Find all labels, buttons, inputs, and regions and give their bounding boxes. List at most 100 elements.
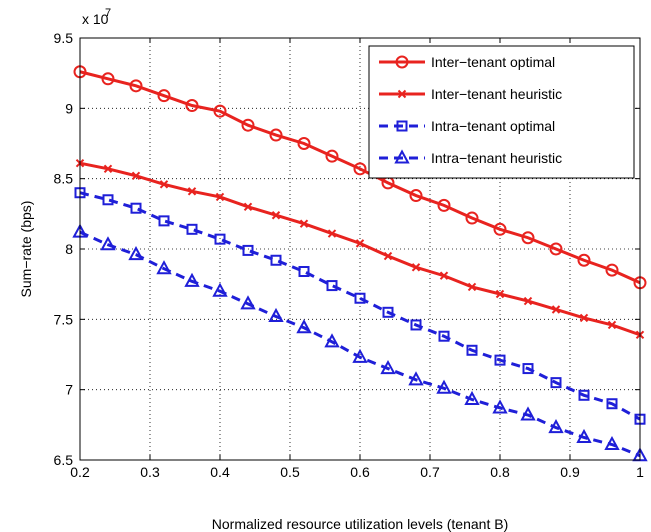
series-layer [72, 65, 648, 462]
legend: Inter−tenant optimal Inter−tenant heurist… [368, 45, 635, 179]
x-tick-label: 0.9 [560, 464, 580, 480]
data-point [296, 319, 312, 334]
data-point [101, 72, 115, 86]
x-axis-label: Normalized resource utilization levels (… [212, 516, 508, 532]
data-point [102, 194, 114, 206]
series-line [79, 230, 641, 458]
data-point [187, 187, 197, 196]
data-point [607, 320, 617, 330]
data-point [130, 202, 142, 214]
x-tick-label: 1 [636, 464, 644, 480]
data-point [383, 251, 393, 261]
legend-item: Intra−tenant heuristic [379, 149, 562, 166]
data-point [157, 89, 171, 103]
y-tick-label: 7 [65, 382, 73, 398]
data-point [465, 211, 479, 225]
data-point [156, 260, 172, 275]
series-line [79, 70, 641, 285]
data-point [242, 244, 254, 256]
data-point [577, 253, 591, 267]
legend-marker [397, 89, 407, 99]
data-point [382, 306, 394, 318]
legend-box [368, 45, 635, 179]
y-tick-label: 6.5 [54, 452, 74, 468]
x-tick-label: 0.4 [210, 464, 230, 480]
data-point [494, 354, 506, 366]
data-point [212, 282, 228, 297]
x-tick-label: 0.8 [490, 464, 510, 480]
series-1 [73, 65, 647, 290]
data-point [354, 292, 366, 304]
legend-marker [394, 149, 410, 164]
legend-item: Inter−tenant heuristic [379, 86, 562, 102]
data-point [521, 231, 535, 245]
data-point [271, 211, 281, 220]
data-point [520, 406, 536, 421]
data-point [523, 296, 533, 306]
data-point [437, 198, 451, 212]
data-point [605, 263, 619, 277]
data-point [299, 219, 309, 228]
data-point [411, 263, 421, 272]
data-point [131, 171, 141, 181]
data-point [493, 222, 507, 236]
data-point [297, 137, 311, 150]
data-point [270, 254, 282, 266]
data-point [298, 266, 310, 278]
data-point [410, 319, 422, 331]
data-point [409, 189, 423, 203]
data-point [103, 164, 113, 174]
y-tick-label: 8.5 [54, 171, 74, 187]
data-point [355, 239, 365, 248]
data-point [129, 79, 143, 93]
data-point [439, 271, 449, 280]
data-point [353, 162, 367, 176]
data-point [185, 99, 199, 113]
legend-marker [395, 55, 409, 69]
legend-item: Inter−tenant optimal [379, 54, 555, 70]
y-tick-label: 8 [65, 241, 73, 257]
data-point [100, 236, 116, 251]
legend-label: Inter−tenant heuristic [431, 86, 562, 102]
legend-label: Intra−tenant optimal [431, 118, 555, 134]
axis-ticks: 0.2 0.3 0.4 0.5 0.6 0.7 0.8 0.9 1 6.5 7 7.5 8 8.5 9 9.5 [54, 30, 645, 480]
data-point [269, 128, 283, 142]
y-axis-label: Sum−rate (bps) [18, 201, 34, 298]
data-point [550, 377, 562, 389]
data-point [241, 118, 255, 132]
y-tick-label: 9 [65, 100, 73, 116]
data-point [408, 371, 424, 386]
data-point [466, 344, 478, 356]
x-tick-label: 0.6 [350, 464, 370, 480]
data-point [215, 192, 225, 202]
data-point [578, 389, 590, 401]
data-point [576, 428, 592, 443]
data-point [522, 363, 534, 375]
data-point [327, 229, 337, 238]
y-tick-label: 9.5 [54, 30, 74, 46]
legend-label: Intra−tenant heuristic [431, 150, 562, 166]
grid [80, 38, 640, 460]
series-2 [75, 158, 645, 340]
legend-label: Inter−tenant optimal [431, 54, 555, 70]
data-point [128, 246, 144, 261]
data-point [492, 399, 508, 414]
data-point [240, 295, 256, 310]
data-point [268, 307, 284, 323]
series-3 [74, 187, 646, 425]
series-4 [72, 223, 648, 462]
y-scale-exponent: 7 [105, 7, 111, 19]
data-point [325, 149, 339, 163]
data-point [243, 202, 253, 212]
series-line [79, 191, 641, 421]
data-point [184, 272, 200, 287]
legend-item: Intra−tenant optimal [379, 118, 555, 134]
data-point [158, 215, 170, 227]
data-point [186, 223, 198, 235]
data-point [213, 104, 227, 118]
x-tick-label: 0.2 [70, 464, 90, 480]
y-scale-note: x 10 7 [82, 7, 111, 27]
data-point [214, 233, 226, 245]
data-point [464, 390, 480, 406]
